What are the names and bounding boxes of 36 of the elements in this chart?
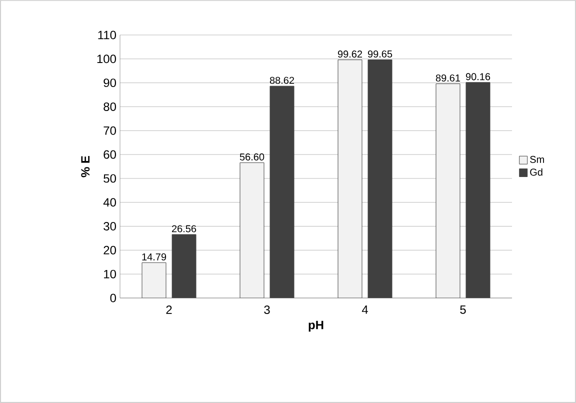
y-tick-label: 60 <box>104 150 116 159</box>
x-tick-label: 5 <box>460 306 466 314</box>
y-axis-title: % E <box>81 156 90 178</box>
x-tick-label: 3 <box>264 306 270 314</box>
bar <box>172 234 196 298</box>
y-tick-label: 110 <box>98 30 116 40</box>
y-tick-label: 70 <box>104 126 116 135</box>
data-label: 88.62 <box>270 76 294 84</box>
bar <box>368 59 392 298</box>
bar <box>466 82 490 298</box>
legend-label: Gd <box>530 168 542 176</box>
y-tick-label: 30 <box>104 222 116 230</box>
data-label: 99.65 <box>368 50 392 58</box>
y-tick-label: 100 <box>97 54 116 64</box>
data-label: 14.79 <box>142 253 166 260</box>
legend-label: Sm <box>530 156 544 163</box>
x-tick-label: 2 <box>166 306 172 314</box>
y-tick-label: 50 <box>104 174 116 183</box>
data-label: 89.61 <box>436 74 460 82</box>
bar <box>270 86 294 298</box>
x-axis-title: pH <box>308 320 324 332</box>
bar <box>240 162 264 298</box>
y-tick-label: 0 <box>110 294 116 302</box>
y-tick-label: 10 <box>104 270 116 278</box>
data-label: 26.56 <box>172 225 196 232</box>
y-tick-label: 40 <box>103 198 116 207</box>
data-label: 56.60 <box>240 153 264 160</box>
y-tick-label: 80 <box>104 102 116 111</box>
bar <box>436 83 460 298</box>
bar <box>142 262 166 298</box>
y-tick-label: 90 <box>104 78 116 88</box>
data-label: 90.16 <box>466 73 490 80</box>
bar <box>338 60 362 298</box>
y-tick-label: 20 <box>104 246 116 254</box>
x-tick-label: 4 <box>362 306 368 314</box>
data-label: 99.62 <box>338 50 362 58</box>
